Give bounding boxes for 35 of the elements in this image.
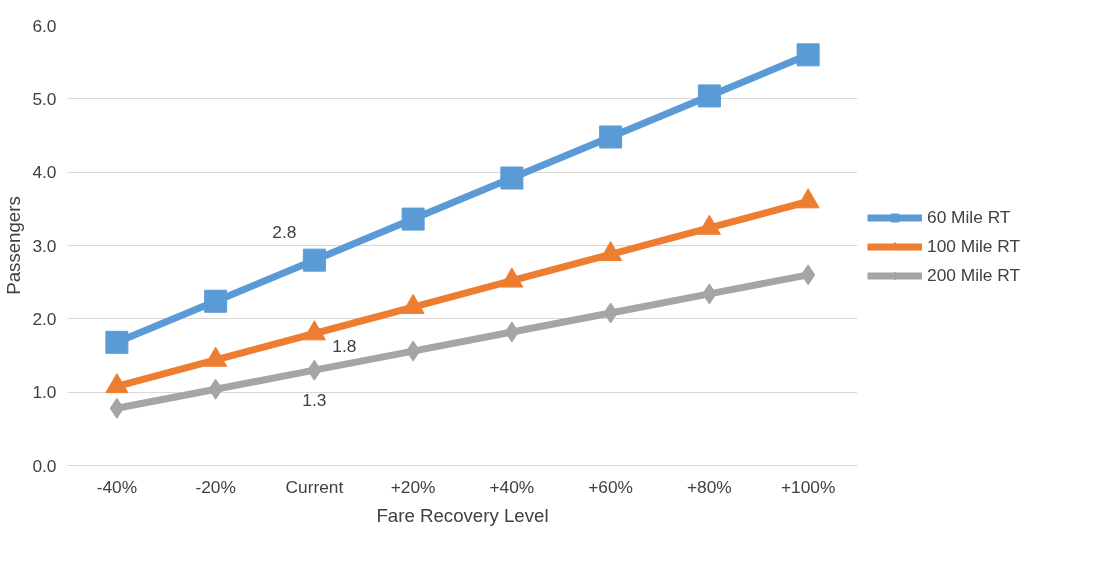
- y-tick-label: 3.0: [32, 235, 57, 256]
- data-label: 1.3: [302, 390, 327, 411]
- legend-label: 60 Mile RT: [927, 206, 1011, 228]
- x-tick-label: +20%: [390, 476, 436, 497]
- data-label: 2.8: [272, 222, 297, 243]
- point: [796, 43, 820, 67]
- y-tick-label: 0.0: [32, 455, 57, 476]
- point: [800, 264, 816, 286]
- x-tick-label: +100%: [780, 476, 836, 497]
- point: [204, 289, 228, 313]
- point: [500, 166, 524, 190]
- x-tick-label: +60%: [588, 476, 634, 497]
- x-tick-label: Current: [285, 476, 344, 497]
- data-label: 1.8: [332, 335, 357, 356]
- x-tick-label: -20%: [195, 476, 236, 497]
- point: [405, 340, 421, 362]
- point: [302, 248, 326, 272]
- y-tick-label: 1.0: [32, 382, 57, 403]
- point: [401, 207, 425, 231]
- point: [504, 321, 520, 343]
- point: [105, 330, 129, 354]
- point: [109, 397, 125, 419]
- x-tick-label: -40%: [96, 476, 138, 497]
- x-tick-label: +80%: [686, 476, 732, 497]
- y-tick-label: 2.0: [32, 308, 57, 329]
- y-tick-label: 5.0: [32, 88, 57, 109]
- y-tick-label: 4.0: [32, 162, 57, 183]
- point: [697, 84, 721, 108]
- y-tick-label: 6.0: [32, 15, 57, 36]
- y-axis-title: Passengers: [3, 196, 25, 295]
- x-tick-label: +40%: [489, 476, 535, 497]
- legend-label: 200 Mile RT: [927, 264, 1021, 286]
- legend-label: 100 Mile RT: [927, 235, 1021, 257]
- point: [599, 125, 623, 149]
- x-axis-title: Fare Recovery Level: [376, 504, 549, 526]
